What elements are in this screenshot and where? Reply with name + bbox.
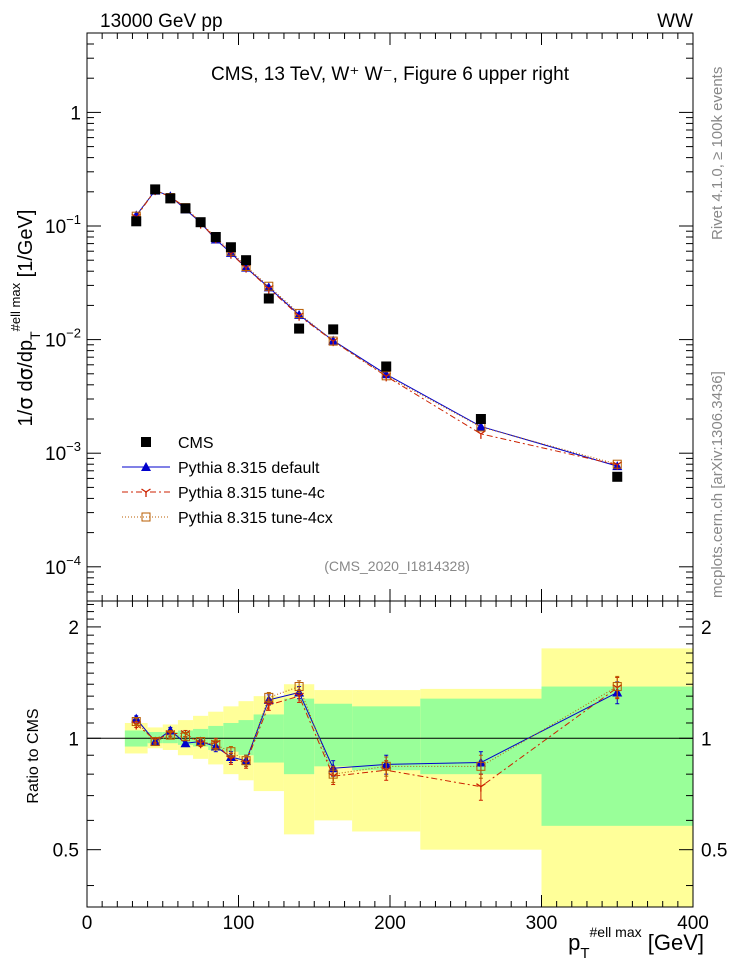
y-tick-label: 10−2 [45,326,81,352]
ratio-point-2 [263,701,274,711]
y-tick-label: 10−1 [45,212,81,238]
ratio-point-2 [476,783,486,792]
ratio-point-3 [328,769,338,779]
x-tick-label: 0 [82,913,93,934]
data-point [294,323,305,334]
data-point [241,255,252,266]
mc-line-2 [135,189,618,466]
data-point [131,216,142,227]
x-tick-label: 100 [223,913,255,934]
data-point [195,217,206,228]
mc-point-3 [612,459,622,469]
ratio-point-3 [294,682,304,692]
ratio-point-2 [294,692,304,702]
ratio-tick-label-left: 0.5 [53,841,79,862]
ratio-band-stat [223,722,239,752]
ratio-point-3 [165,730,175,740]
ratio-tick-label-right: 2 [701,618,712,639]
legend-marker-0 [141,437,151,447]
data-point [263,293,274,304]
ratio-point-3 [612,682,622,692]
data-point [225,242,236,253]
data-point [475,414,486,425]
ratio-tick-label-right: 1 [701,729,712,750]
ratio-point-3 [131,717,141,727]
ratio-tick-label-right: 0.5 [701,841,727,862]
mc-point-3 [264,281,274,291]
mc-point-3 [328,336,338,346]
ratio-point-3 [264,692,274,702]
analysis-id-label: (CMS_2020_I1814328) [324,558,470,574]
y-tick-label: 10−4 [45,553,81,579]
ratio-point-3 [196,737,206,747]
y-tick-label: 1 [70,103,81,124]
legend-entry-3: Pythia 8.315 tune-4cx [178,510,333,527]
rivet-version-label: Rivet 4.1.0, ≥ 100k events [709,67,726,240]
ratio-band-stat [314,703,353,767]
ratio-point-3 [241,756,251,766]
ratio-point-3 [150,737,160,747]
ratio-point-1 [180,738,191,748]
ratio-band-stat [541,686,693,826]
ratio-y-axis-label: Ratio to CMS [25,708,42,803]
ratio-band-stat [238,720,254,756]
legend-marker-3 [141,512,151,522]
ratio-point-2 [226,755,236,764]
mc-point-1 [381,369,392,379]
legend-marker-1 [141,462,151,471]
legend-entry-0: CMS [178,435,214,452]
mc-point-1 [225,247,236,257]
ratio-point-3 [226,747,236,757]
data-point [381,361,392,372]
data-point [210,232,221,243]
ratio-line-3 [135,685,618,775]
mc-line-1 [135,189,618,467]
mc-point-1 [263,282,274,292]
energy-label: 13000 GeV pp [100,11,223,32]
ratio-panel-content [87,648,693,907]
mcplots-site-label: mcplots.cern.ch [arXiv:1306.3436] [709,371,726,598]
mc-point-2 [476,430,486,439]
ratio-tick-label-left: 1 [68,729,79,750]
data-point [180,203,191,214]
mc-point-1 [475,421,486,431]
mc-point-1 [328,335,339,345]
mc-point-3 [381,371,391,381]
data-point [150,184,161,195]
ratio-point-3 [211,740,221,750]
legend-entry-1: Pythia 8.315 default [178,460,320,477]
ratio-point-3 [476,761,486,771]
legend-entry-2: Pythia 8.315 tune-4c [178,485,325,502]
plot-title: CMS, 13 TeV, W⁺ W⁻, Figure 6 upper right [211,64,570,85]
data-point [328,324,339,335]
process-label: WW [657,11,693,32]
legend: CMS Pythia 8.315 default Pythia 8.315 tune… [122,435,333,527]
svg-text:pT#ell max [GeV]: pT#ell max [GeV] [568,924,704,962]
x-tick-label: 400 [677,913,709,934]
x-tick-label: 300 [526,913,558,934]
ratio-tick-label-left: 2 [68,618,79,639]
data-point [612,471,623,482]
data-point [165,193,176,204]
ratio-point-3 [381,761,391,771]
y-tick-label: 10−3 [45,439,81,465]
svg-text:1/σ dσ/dpT#ell max [1/GeV]: 1/σ dσ/dpT#ell max [1/GeV] [8,210,43,427]
ratio-point-3 [180,732,190,742]
legend-marker-2 [141,488,151,497]
mc-point-1 [294,309,305,319]
x-tick-label: 200 [374,913,406,934]
mc-point-3 [294,308,304,318]
main-y-axis-label: 1/σ dσ/dpT#ell max [1/GeV] [8,210,43,427]
ratio-band-stat [283,698,315,775]
mc-line-3 [135,188,618,465]
x-axis-label: pT#ell max [GeV] [568,924,704,962]
